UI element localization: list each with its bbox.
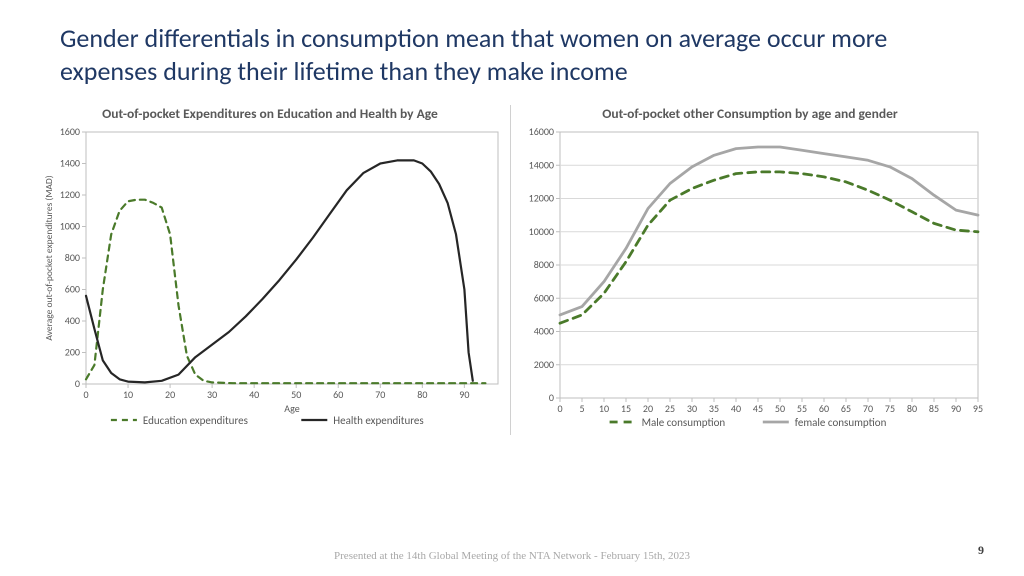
svg-text:female consumption: female consumption xyxy=(795,416,887,429)
svg-text:25: 25 xyxy=(665,402,675,415)
svg-text:90: 90 xyxy=(459,388,469,401)
svg-text:Average out-of-pocket expendit: Average out-of-pocket expenditures (MAD) xyxy=(43,175,55,340)
svg-text:80: 80 xyxy=(907,402,917,415)
svg-text:45: 45 xyxy=(753,402,763,415)
svg-text:60: 60 xyxy=(333,388,343,401)
svg-text:20: 20 xyxy=(643,402,653,415)
slide-title: Gender differentials in consumption mean… xyxy=(60,22,960,87)
svg-text:400: 400 xyxy=(65,314,80,327)
svg-text:800: 800 xyxy=(65,251,80,264)
svg-text:90: 90 xyxy=(951,402,961,415)
svg-text:75: 75 xyxy=(885,402,895,415)
svg-text:8000: 8000 xyxy=(534,258,554,271)
svg-text:55: 55 xyxy=(797,402,807,415)
svg-text:600: 600 xyxy=(65,283,80,296)
chart-right-title: Out-of-pocket other Consumption by age a… xyxy=(510,105,990,122)
svg-text:0: 0 xyxy=(75,377,80,390)
footer-text: Presented at the 14th Global Meeting of … xyxy=(0,550,1024,564)
svg-text:35: 35 xyxy=(709,402,719,415)
svg-text:16000: 16000 xyxy=(529,128,554,138)
chart-right-panel: Out-of-pocket other Consumption by age a… xyxy=(510,105,990,445)
svg-text:10000: 10000 xyxy=(529,225,554,238)
svg-text:5: 5 xyxy=(579,402,584,415)
svg-text:95: 95 xyxy=(973,402,983,415)
svg-text:1200: 1200 xyxy=(60,188,80,201)
svg-text:Male consumption: Male consumption xyxy=(642,416,726,429)
svg-text:20: 20 xyxy=(165,388,175,401)
svg-text:14000: 14000 xyxy=(529,158,554,171)
svg-text:70: 70 xyxy=(863,402,873,415)
svg-text:65: 65 xyxy=(841,402,851,415)
svg-text:40: 40 xyxy=(731,402,741,415)
svg-text:1400: 1400 xyxy=(60,157,80,170)
svg-text:40: 40 xyxy=(249,388,259,401)
panel-divider xyxy=(510,105,511,435)
svg-text:0: 0 xyxy=(549,391,554,404)
svg-text:Education expenditures: Education expenditures xyxy=(143,414,248,427)
svg-text:12000: 12000 xyxy=(529,192,554,205)
svg-text:0: 0 xyxy=(557,402,562,415)
svg-text:80: 80 xyxy=(417,388,427,401)
svg-text:2000: 2000 xyxy=(534,358,554,371)
svg-text:30: 30 xyxy=(207,388,217,401)
svg-text:6000: 6000 xyxy=(534,291,554,304)
svg-text:30: 30 xyxy=(687,402,697,415)
svg-text:200: 200 xyxy=(65,346,80,359)
svg-text:60: 60 xyxy=(819,402,829,415)
svg-text:1600: 1600 xyxy=(60,128,80,138)
svg-text:1000: 1000 xyxy=(60,220,80,233)
svg-text:10: 10 xyxy=(123,388,133,401)
chart-left-svg: 0 200 400 600 800 1000 1200 1400 1600 0 10 20 30 40 50… xyxy=(30,128,510,438)
chart-left-panel: Out-of-pocket Expenditures on Education … xyxy=(30,105,510,445)
svg-text:50: 50 xyxy=(291,388,301,401)
svg-text:70: 70 xyxy=(375,388,385,401)
svg-text:50: 50 xyxy=(775,402,785,415)
svg-text:10: 10 xyxy=(599,402,609,415)
chart-left-title: Out-of-pocket Expenditures on Education … xyxy=(30,105,510,122)
chart-right-svg: 0 2000 4000 6000 8000 10000 12000 14000 16000 0 5 1… xyxy=(510,128,990,438)
page-number: 9 xyxy=(978,543,984,558)
svg-text:Age: Age xyxy=(284,402,299,415)
svg-text:0: 0 xyxy=(83,388,88,401)
svg-text:Health expenditures: Health expenditures xyxy=(333,414,423,427)
svg-text:85: 85 xyxy=(929,402,939,415)
svg-text:4000: 4000 xyxy=(534,325,554,338)
svg-text:15: 15 xyxy=(621,402,631,415)
